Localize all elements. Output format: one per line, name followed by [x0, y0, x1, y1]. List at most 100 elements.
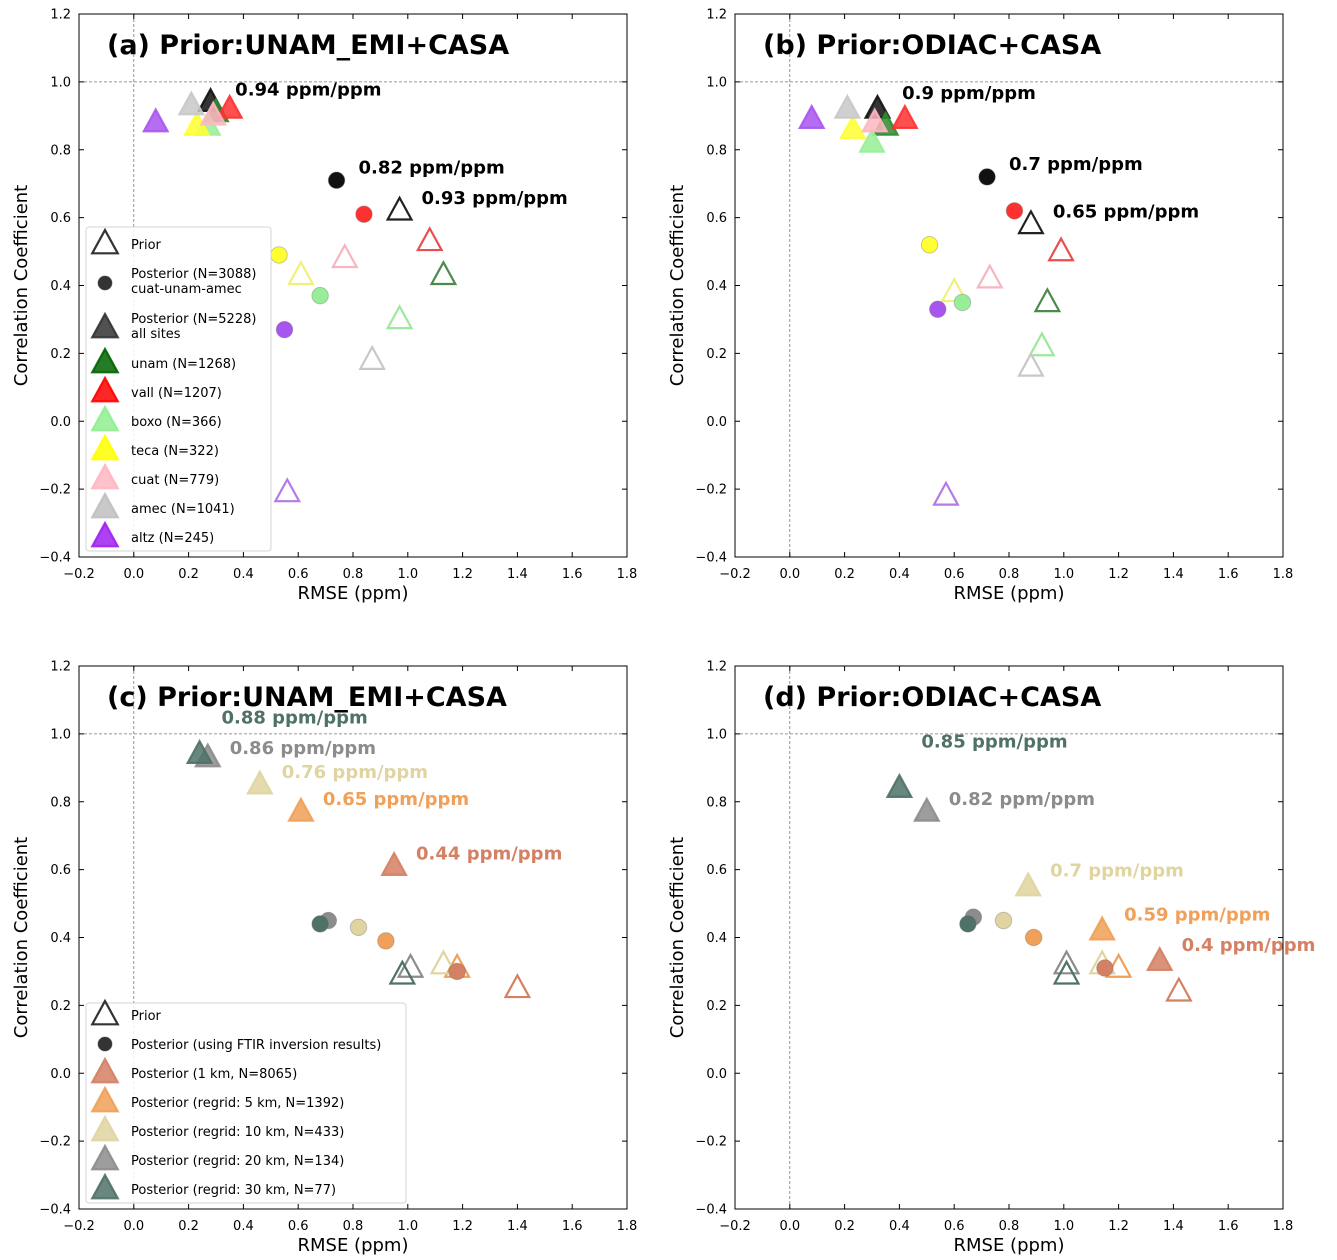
y-tick-label: −0.4: [695, 1203, 727, 1218]
x-tick-label: 1.4: [1163, 567, 1184, 582]
y-tick-label: 0.2: [50, 347, 71, 362]
y-tick-label: 0.8: [50, 795, 71, 810]
y-tick-label: 1.0: [50, 727, 71, 742]
legend-marker: [90, 311, 120, 339]
triangle-point: [833, 93, 862, 119]
data-annotation: 0.93 ppm/ppm: [422, 188, 568, 209]
data-points: [141, 86, 458, 503]
legend-marker: [90, 1172, 120, 1200]
open-triangle-point: [388, 959, 417, 985]
circle-point: [349, 918, 368, 937]
x-tick-label: 0.6: [944, 1219, 965, 1234]
legend-marker: [90, 346, 120, 374]
x-tick-label: 1.8: [1273, 567, 1294, 582]
panel-a: −0.2 0.0 0.2 0.4 0.6 0.8 1.0 1.2 1.4 1.6 1.8−0.4−0…: [11, 8, 637, 605]
y-tick-label: 0.6: [706, 863, 727, 878]
x-tick-label: 1.8: [617, 1219, 638, 1234]
x-tick-label: 0.8: [343, 567, 364, 582]
triangle-point: [185, 738, 214, 765]
data-annotation: 0.88 ppm/ppm: [221, 708, 367, 729]
x-tick-label: −0.2: [63, 567, 95, 582]
triangle-point: [891, 103, 919, 129]
y-tick-label: 1.2: [706, 660, 727, 675]
x-tick-label: 0.2: [178, 567, 199, 582]
x-tick-label: 0.2: [834, 567, 855, 582]
data-annotation: 0.94 ppm/ppm: [235, 79, 381, 100]
circle-point: [311, 286, 329, 305]
y-tick-label: −0.2: [39, 483, 71, 498]
open-triangle-point: [396, 952, 425, 978]
circle-point: [978, 168, 996, 186]
open-triangle-point: [1033, 287, 1062, 313]
legend-marker: [90, 227, 120, 255]
data-annotation: 0.4 ppm/ppm: [1182, 935, 1316, 956]
y-tick-label: −0.4: [39, 1203, 71, 1218]
triangle-point: [913, 796, 941, 822]
panel-title: (c) Prior:UNAM_EMI+CASA: [107, 682, 507, 713]
y-tick-label: 1.2: [50, 660, 71, 675]
y-axis-label: Correlation Coefficient: [667, 837, 688, 1038]
legend-marker: [97, 275, 113, 291]
y-tick-label: 0.4: [706, 279, 727, 294]
circle-point: [929, 300, 947, 319]
x-tick-label: 0.4: [889, 567, 910, 582]
x-tick-label: 1.4: [1163, 1219, 1184, 1234]
legend-marker: [90, 404, 120, 432]
y-tick-label: 1.0: [706, 75, 727, 90]
x-tick-label: 0.6: [288, 1219, 309, 1234]
triangle-point: [858, 127, 886, 153]
data-annotation: 0.44 ppm/ppm: [416, 843, 562, 864]
circle-point: [327, 171, 346, 190]
triangle-point: [1088, 915, 1116, 941]
x-tick-label: 0.2: [178, 1219, 199, 1234]
y-tick-label: 1.2: [50, 8, 71, 23]
triangle-point: [177, 90, 206, 116]
x-tick-label: 1.6: [562, 567, 583, 582]
y-tick-label: −0.2: [695, 483, 727, 498]
x-tick-label: −0.2: [63, 1219, 95, 1234]
legend-box: [85, 226, 272, 552]
legend-marker: [90, 375, 120, 403]
legend-entry-label: Posterior (N=3088) cuat-unam-amec: [131, 267, 256, 297]
open-triangle-point: [1052, 959, 1081, 985]
legend: Prior Posterior (using FTIR inversion res…: [85, 998, 407, 1204]
data-annotation: 0.82 ppm/ppm: [949, 789, 1095, 810]
open-triangle-point: [385, 195, 414, 221]
y-tick-label: 0.2: [50, 999, 71, 1014]
y-tick-label: 0.4: [50, 279, 71, 294]
triangle-point: [141, 107, 170, 133]
x-axis-label: RMSE (ppm): [954, 583, 1065, 604]
circle-point: [275, 320, 294, 339]
x-tick-label: −0.2: [719, 567, 751, 582]
x-tick-label: 0.0: [123, 1219, 144, 1234]
triangle-point: [1014, 871, 1042, 897]
data-annotation: 0.82 ppm/ppm: [358, 158, 504, 179]
legend-entry-label: Prior: [131, 238, 162, 253]
open-triangle-point: [1165, 976, 1193, 1002]
triangle-point: [885, 772, 914, 798]
legend-entry-label: teca (N=322): [131, 444, 219, 459]
y-tick-label: 0.0: [706, 415, 727, 430]
x-axis-label: RMSE (ppm): [298, 583, 409, 604]
y-tick-label: 0.6: [50, 863, 71, 878]
circle-point: [1096, 959, 1114, 977]
x-tick-label: 1.2: [1108, 1219, 1129, 1234]
x-tick-label: 1.6: [562, 1219, 583, 1234]
circle-point: [355, 205, 373, 223]
x-tick-label: −0.2: [719, 1219, 751, 1234]
panel-d: −0.2 0.0 0.2 0.4 0.6 0.8 1.0 1.2 1.4 1.6 1.8−0.4−0…: [667, 660, 1315, 1257]
legend: Prior Posterior (N=3088) cuat-unam-amec Pos…: [85, 226, 272, 552]
y-tick-label: 0.4: [50, 931, 71, 946]
open-triangle-point: [331, 243, 359, 269]
legend-marker: [90, 1143, 120, 1171]
data-annotation: 0.65 ppm/ppm: [1053, 202, 1199, 223]
x-tick-label: 0.4: [233, 567, 254, 582]
legend-entry-label: amec (N=1041): [131, 502, 235, 517]
open-triangle-point: [415, 226, 444, 252]
circle-point: [994, 911, 1013, 930]
open-triangle-point: [429, 949, 458, 975]
x-tick-label: 0.4: [889, 1219, 910, 1234]
plot-frame: [734, 665, 1284, 1210]
data-points: [185, 738, 532, 999]
